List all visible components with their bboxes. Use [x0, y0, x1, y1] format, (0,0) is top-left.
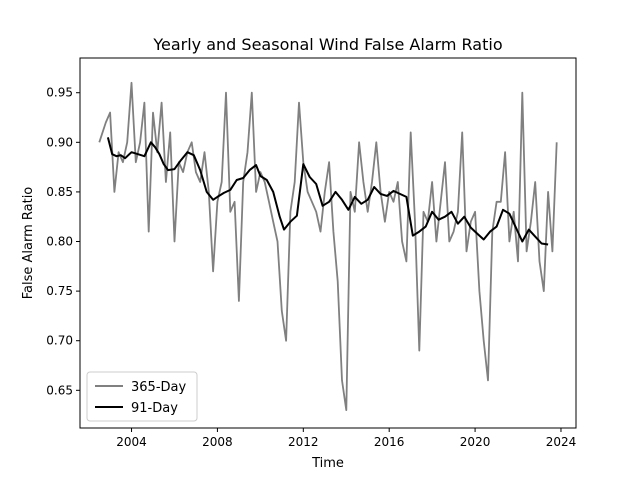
y-tick-label: 0.75 [46, 284, 73, 298]
y-tick-label: 0.70 [46, 334, 73, 348]
y-axis-label: False Alarm Ratio [21, 187, 36, 300]
x-tick-label: 2020 [460, 435, 491, 449]
y-tick-label: 0.65 [46, 383, 73, 397]
y-tick-label: 0.80 [46, 235, 73, 249]
y-axis: 0.65 0.70 0.75 0.80 0.85 0.90 0.95 [46, 86, 80, 397]
series-layer [98, 81, 558, 412]
x-axis-label: Time [311, 456, 344, 471]
plot-area [79, 57, 577, 429]
x-axis: 2004 2008 2012 2016 2020 2024 [116, 428, 576, 449]
series-line-91-day [106, 137, 549, 246]
legend-label-91-day: 91-Day [131, 401, 178, 416]
legend-box [86, 371, 198, 422]
y-tick-label: 0.85 [46, 185, 73, 199]
axes-frame [79, 57, 577, 429]
legend: 365-Day 91-Day [86, 371, 198, 422]
x-tick-label: 2016 [374, 435, 405, 449]
x-tick-label: 2012 [288, 435, 319, 449]
y-tick-label: 0.90 [46, 135, 73, 149]
x-tick-label: 2004 [116, 435, 147, 449]
chart-title: Yearly and Seasonal Wind False Alarm Rat… [152, 35, 502, 54]
legend-label-365-day: 365-Day [131, 380, 186, 395]
x-tick-label: 2008 [202, 435, 233, 449]
y-tick-label: 0.95 [46, 86, 73, 100]
x-tick-label: 2024 [546, 435, 577, 449]
series-line-365-day [98, 81, 558, 412]
